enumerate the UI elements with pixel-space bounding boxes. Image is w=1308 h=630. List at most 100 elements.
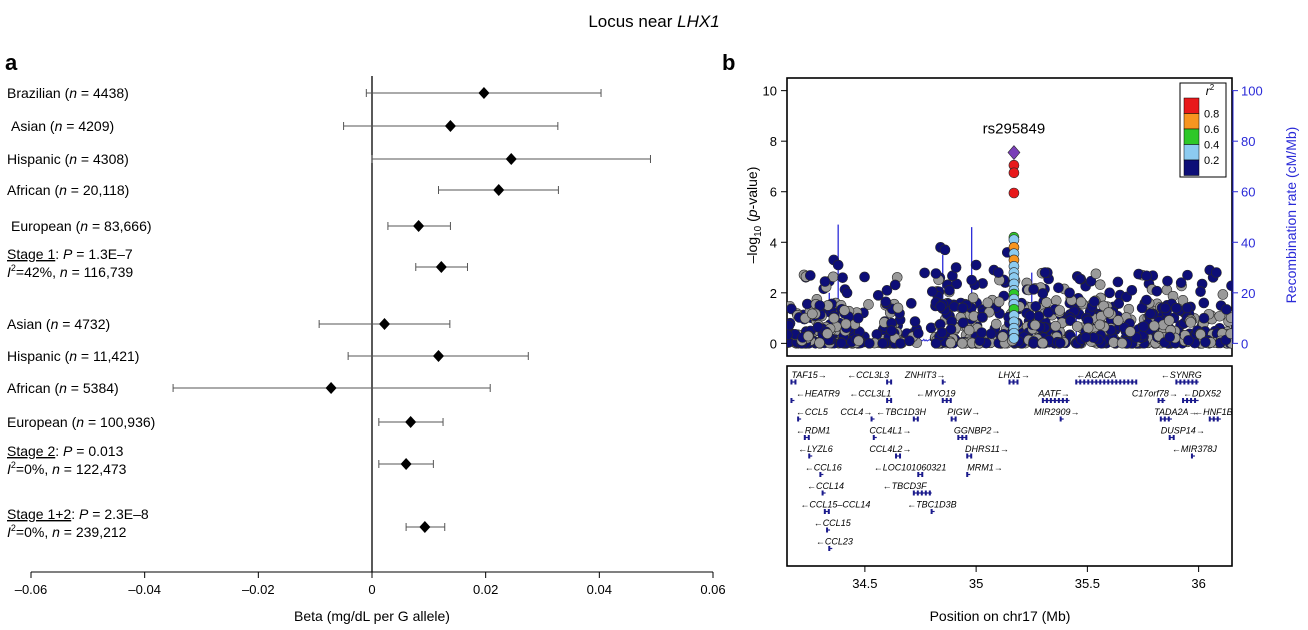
forest-summary-colon: :: [55, 246, 63, 262]
forest-summary-pval: = 0.013: [72, 443, 123, 459]
forest-i2-sup: 2: [11, 460, 16, 470]
gene: ←ACACA: [1075, 370, 1138, 385]
gene-exon: [1012, 379, 1015, 385]
forest-x-tick-label: –0.06: [15, 582, 48, 597]
gene-exon: [1194, 398, 1197, 403]
gene-exon: [1187, 379, 1190, 385]
gene: CCL4L1→: [869, 426, 911, 440]
forest-summary-stats: I2=42%, n = 116,739: [7, 263, 133, 280]
gene: ←CCL15: [814, 518, 852, 533]
gene-label: ←CCL3L3: [847, 370, 889, 380]
forest-point: [493, 184, 505, 196]
gene: CCL4→: [840, 407, 875, 422]
forest-row-label: Brazilian (n = 4438): [7, 85, 129, 101]
forest-i2-symbol: I: [7, 524, 11, 540]
gene-exon: [1083, 379, 1086, 385]
forest-n-symbol: n: [80, 218, 88, 234]
snp-point: [1065, 315, 1076, 326]
snp-point: [1221, 304, 1232, 315]
snp-point: [905, 298, 917, 309]
forest-row-name: African (: [7, 380, 59, 396]
gene: ←HEATR9: [790, 389, 840, 403]
snp-point: [872, 290, 884, 301]
snp-point: [822, 328, 833, 340]
forest-plot-panel: a –0.06 –0.04 –0.02 0 0.02 0.04 0.06 Brazilian…: [5, 50, 726, 624]
gene-exon: [1216, 416, 1219, 422]
gene-exon: [1190, 398, 1193, 403]
forest-summary-n: = 239,212: [60, 524, 127, 540]
gene-exon: [1095, 379, 1098, 385]
gene-label: ←CCL23: [816, 537, 853, 547]
snp-point: [828, 312, 840, 324]
gene-exon: [949, 398, 952, 403]
forest-point: [432, 350, 444, 362]
forest-summary-n: = 116,739: [68, 264, 134, 280]
gene-exon: [872, 435, 875, 440]
gene-exon: [790, 398, 793, 403]
gene-exon: [807, 435, 810, 440]
gene-exon: [966, 472, 969, 477]
gene-exon: [823, 509, 826, 514]
gene-exon: [912, 416, 915, 422]
snp-point: [1217, 289, 1229, 300]
gene-exon: [1208, 416, 1211, 422]
gene-label: ←CCL16: [805, 463, 842, 473]
snp-point: [1041, 297, 1052, 308]
gene-exon: [912, 490, 915, 496]
gene-exon: [945, 398, 948, 403]
forest-row: Hispanic (n = 4308): [7, 151, 651, 167]
snp-point: [1037, 288, 1049, 299]
forest-row-label: Hispanic (n = 4308): [7, 151, 129, 167]
gene-exon: [1190, 453, 1193, 459]
snp-point: [880, 296, 892, 308]
gene: ←CCL14: [807, 481, 844, 496]
snp-point: [1088, 296, 1100, 307]
lead-snp-label: rs295849: [983, 121, 1046, 138]
snp-point: [1151, 285, 1163, 297]
left-y-tick-label: 6: [770, 185, 777, 200]
snp-point: [802, 330, 814, 342]
gene-label: DUSP14→: [1161, 426, 1205, 436]
forest-row: Stage 1+2: P = 2.3E–8I2=0%, n = 239,212: [7, 506, 446, 540]
forest-row-label: European (n = 100,936): [7, 414, 155, 430]
forest-row-name: Hispanic (: [7, 151, 70, 167]
gene-exon: [930, 509, 933, 514]
gene-exon: [1212, 416, 1215, 422]
gene-exon: [895, 453, 898, 459]
gene-exon: [1161, 398, 1164, 403]
gene-exon: [1127, 379, 1130, 385]
snp-point: [1094, 279, 1106, 290]
snp-point: [904, 335, 915, 347]
gene-exon: [790, 379, 793, 385]
snp-point: [967, 292, 979, 304]
gene-label: ←LYZL6: [798, 444, 833, 454]
forest-row: Asian (n = 4732): [7, 316, 451, 332]
forest-row-name: Asian (: [7, 316, 51, 332]
ld-snp-point: [1008, 333, 1020, 344]
forest-n-symbol: n: [69, 348, 77, 364]
snp-point: [944, 284, 955, 296]
snp-point: [1039, 267, 1051, 278]
forest-row-n: = 100,936): [84, 414, 155, 430]
gene-label: TADA2A→: [1154, 407, 1197, 417]
gene-exon: [1099, 379, 1102, 385]
gene-label: AATF→: [1037, 389, 1069, 399]
forest-row-n: = 83,666): [88, 218, 151, 234]
right-y-tick-label: 60: [1241, 185, 1255, 200]
r2-legend-swatch: [1183, 159, 1200, 176]
forest-row-n: = 11,421): [77, 348, 139, 364]
snp-point: [1112, 276, 1124, 288]
snp-point: [1164, 331, 1175, 343]
snp-point: [1185, 317, 1197, 328]
snp-point: [1104, 287, 1115, 299]
gene-exon: [1159, 416, 1162, 422]
forest-n-symbol: n: [59, 380, 67, 396]
forest-row-n: = 4732): [58, 316, 110, 332]
forest-point: [419, 521, 431, 533]
r2-legend: r2 0.8 0.6 0.4 0.2: [1179, 82, 1227, 178]
snp-point: [787, 329, 793, 341]
gene: ←TBC1D3H: [876, 407, 927, 422]
snp-point: [889, 279, 901, 291]
snp-point: [863, 299, 874, 310]
